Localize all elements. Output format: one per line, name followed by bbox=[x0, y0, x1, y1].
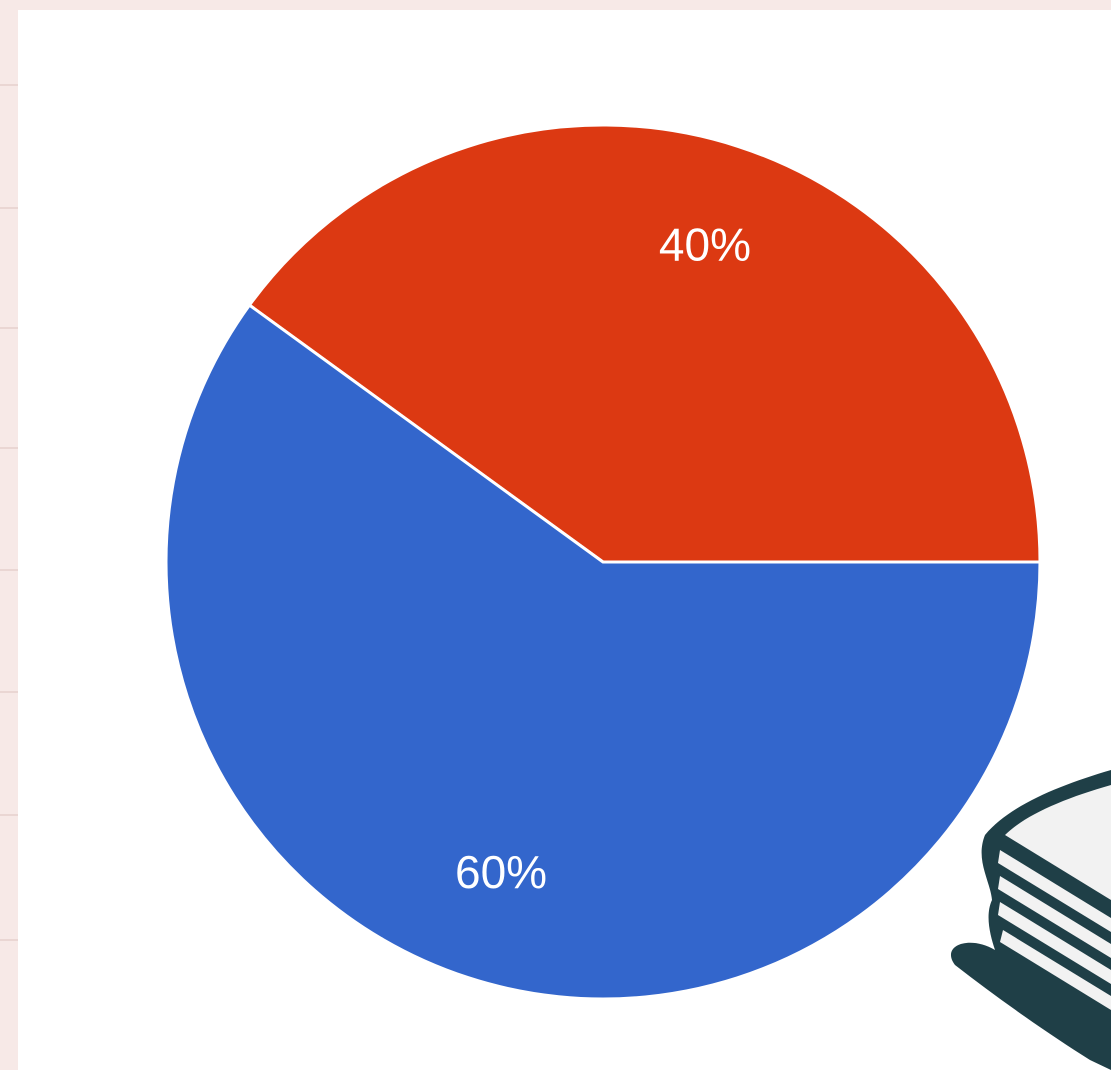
book-illustration bbox=[950, 770, 1111, 1070]
background-lines bbox=[0, 84, 18, 941]
slice-label: 60% bbox=[455, 846, 547, 898]
slice-labels: 40% 60% bbox=[455, 218, 751, 898]
slice-label: 40% bbox=[659, 218, 751, 270]
pie bbox=[164, 123, 1042, 1001]
pie-slice bbox=[164, 303, 1042, 1001]
pie-slice bbox=[247, 123, 1042, 564]
